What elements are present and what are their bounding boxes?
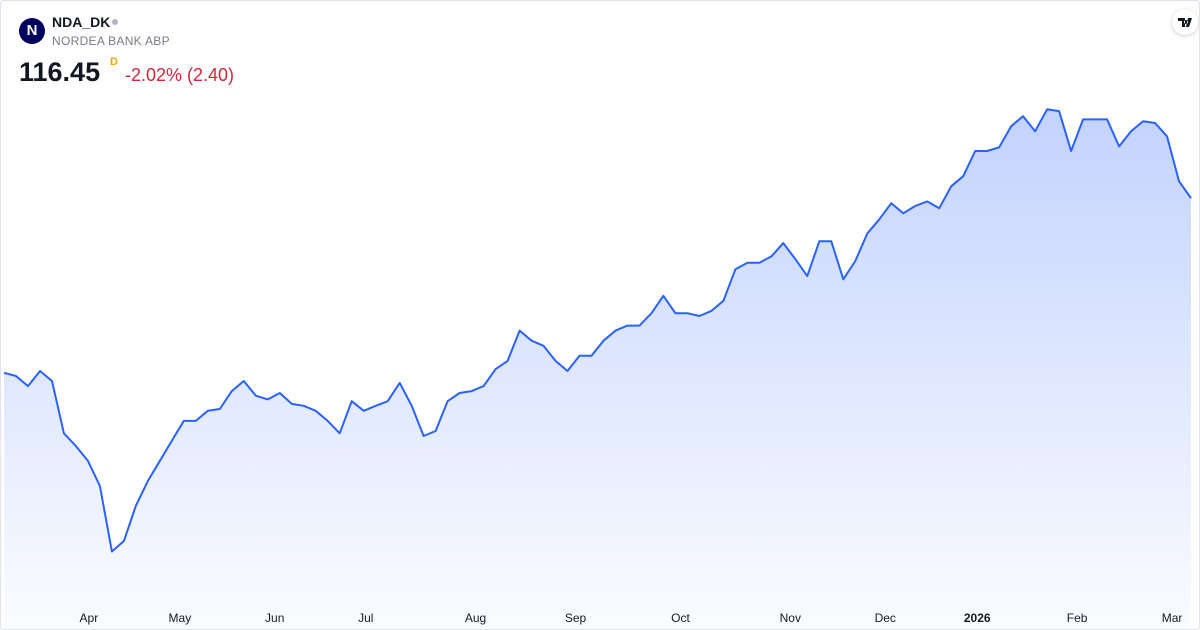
price: 116.45 [19, 57, 101, 87]
price-line [3, 108, 1192, 553]
interval: D [110, 56, 118, 68]
change: -2.02% (2.40) [125, 65, 235, 85]
tv-logo[interactable] [1172, 9, 1198, 35]
area-fill [4, 109, 1191, 629]
symbol[interactable]: NDA_DK [52, 14, 111, 30]
logo: N [19, 18, 45, 44]
tv-logo-icon [1178, 18, 1192, 27]
status-dot [112, 19, 118, 25]
company-name: NORDEA BANK ABP [52, 34, 170, 48]
